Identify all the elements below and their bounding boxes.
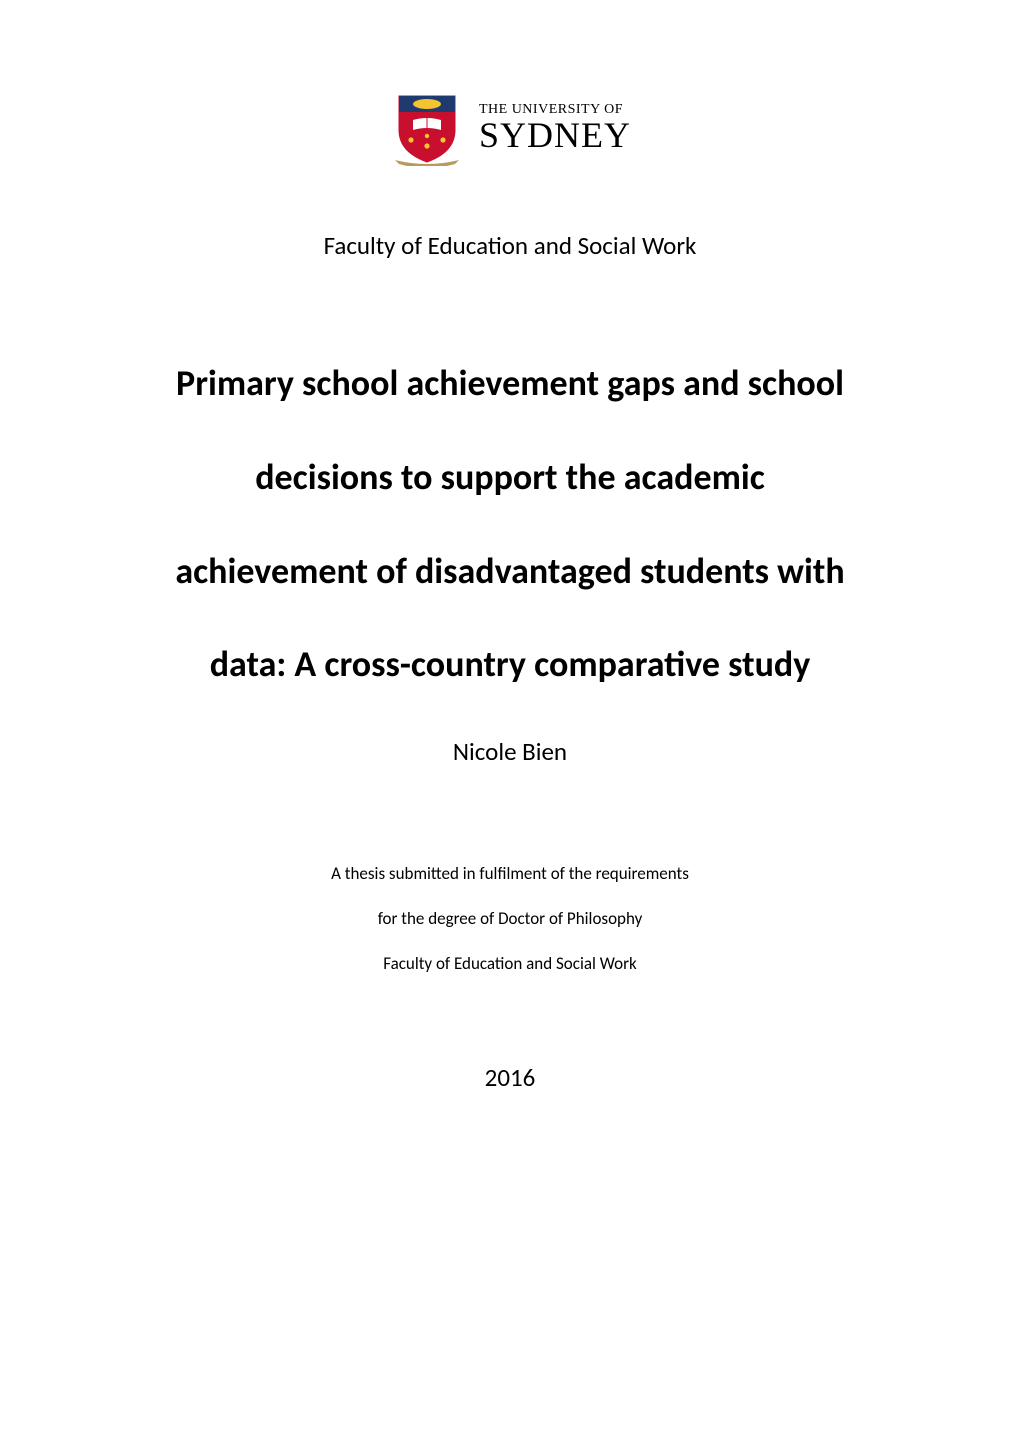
title-line-4: data: A cross-country comparative study (118, 646, 902, 684)
submission-statement: A thesis submitted in fulfilment of the … (118, 863, 902, 974)
faculty-name: Faculty of Education and Social Work (118, 230, 902, 261)
year: 2016 (118, 1062, 902, 1093)
logo-line2: SYDNEY (479, 117, 631, 153)
university-logo-block: THE UNIVERSITY OF SYDNEY (118, 90, 902, 166)
title-line-1: Primary school achievement gaps and scho… (118, 365, 902, 403)
thesis-title: Primary school achievement gaps and scho… (118, 365, 902, 684)
title-line-2: decisions to support the academic (118, 459, 902, 497)
title-line-3: achievement of disadvantaged students wi… (118, 553, 902, 591)
submission-line-3: Faculty of Education and Social Work (118, 953, 902, 974)
submission-line-2: for the degree of Doctor of Philosophy (118, 908, 902, 929)
university-logo-text: THE UNIVERSITY OF SYDNEY (479, 103, 631, 153)
university-logo: THE UNIVERSITY OF SYDNEY (389, 90, 631, 166)
author-name: Nicole Bien (118, 736, 902, 767)
submission-line-1: A thesis submitted in fulfilment of the … (118, 863, 902, 884)
university-crest-icon (389, 90, 465, 166)
